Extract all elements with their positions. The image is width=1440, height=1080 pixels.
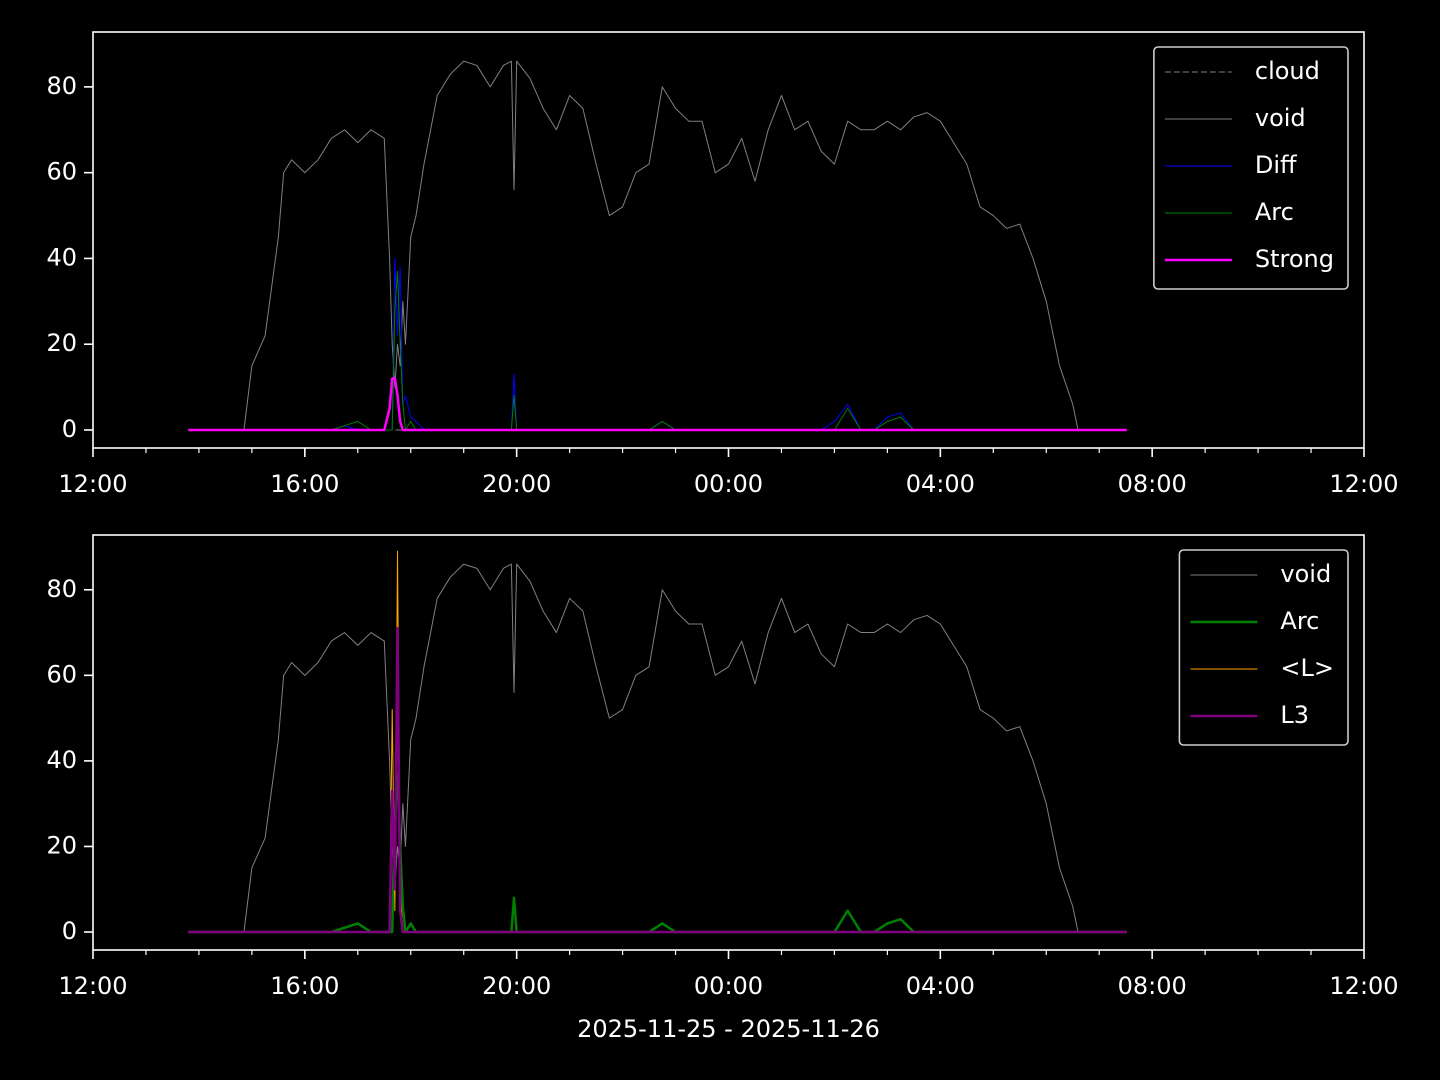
legend-box bbox=[1178, 549, 1349, 746]
legend-label: <L> bbox=[1280, 654, 1334, 682]
legend-label: Diff bbox=[1255, 151, 1297, 179]
x-tick-label: 04:00 bbox=[906, 470, 975, 498]
y-tick-label: 20 bbox=[46, 831, 77, 859]
y-tick-label: 60 bbox=[46, 158, 77, 186]
y-tick-label: 0 bbox=[62, 917, 77, 945]
legend-label: Arc bbox=[1280, 607, 1319, 635]
legend-label: cloud bbox=[1255, 57, 1320, 85]
x-tick-label: 20:00 bbox=[482, 972, 551, 1000]
x-tick-label: 00:00 bbox=[694, 470, 763, 498]
x-tick-label: 08:00 bbox=[1118, 470, 1187, 498]
y-tick-label: 60 bbox=[46, 660, 77, 688]
x-tick-label: 16:00 bbox=[270, 972, 339, 1000]
x-tick-label: 12:00 bbox=[58, 972, 127, 1000]
y-tick-label: 40 bbox=[46, 243, 77, 271]
y-tick-label: 20 bbox=[46, 329, 77, 357]
series-line bbox=[188, 257, 1127, 431]
series-line bbox=[188, 270, 1127, 431]
series-line bbox=[188, 627, 1127, 934]
legend-label: L3 bbox=[1280, 701, 1309, 729]
series-line bbox=[188, 377, 1127, 432]
y-tick-label: 40 bbox=[46, 746, 77, 774]
legend: void Arc <L> L3 bbox=[1178, 549, 1349, 746]
axes-frame bbox=[92, 534, 1365, 951]
series-line bbox=[243, 563, 1079, 933]
x-tick-label: 12:00 bbox=[1329, 470, 1398, 498]
x-tick-label: 12:00 bbox=[58, 470, 127, 498]
y-tick-label: 80 bbox=[46, 72, 77, 100]
series-line bbox=[188, 772, 1127, 934]
legend-label: void bbox=[1280, 560, 1331, 588]
series-line bbox=[188, 550, 1127, 933]
x-tick-label: 16:00 bbox=[270, 470, 339, 498]
legend-box bbox=[1153, 46, 1349, 290]
x-tick-label: 08:00 bbox=[1118, 972, 1187, 1000]
series-line bbox=[243, 60, 1079, 431]
x-tick-label: 04:00 bbox=[906, 972, 975, 1000]
x-tick-label: 00:00 bbox=[694, 972, 763, 1000]
legend: cloud void Diff Arc Strong bbox=[1153, 46, 1349, 290]
y-tick-label: 80 bbox=[46, 575, 77, 603]
y-tick-label: 0 bbox=[62, 415, 77, 443]
legend-label: void bbox=[1255, 104, 1306, 132]
legend-label: Arc bbox=[1255, 198, 1294, 226]
x-tick-label: 12:00 bbox=[1329, 972, 1398, 1000]
x-tick-label: 20:00 bbox=[482, 470, 551, 498]
legend-label: Strong bbox=[1255, 245, 1334, 273]
x-axis-label: 2025-11-25 - 2025-11-26 bbox=[577, 1015, 880, 1043]
